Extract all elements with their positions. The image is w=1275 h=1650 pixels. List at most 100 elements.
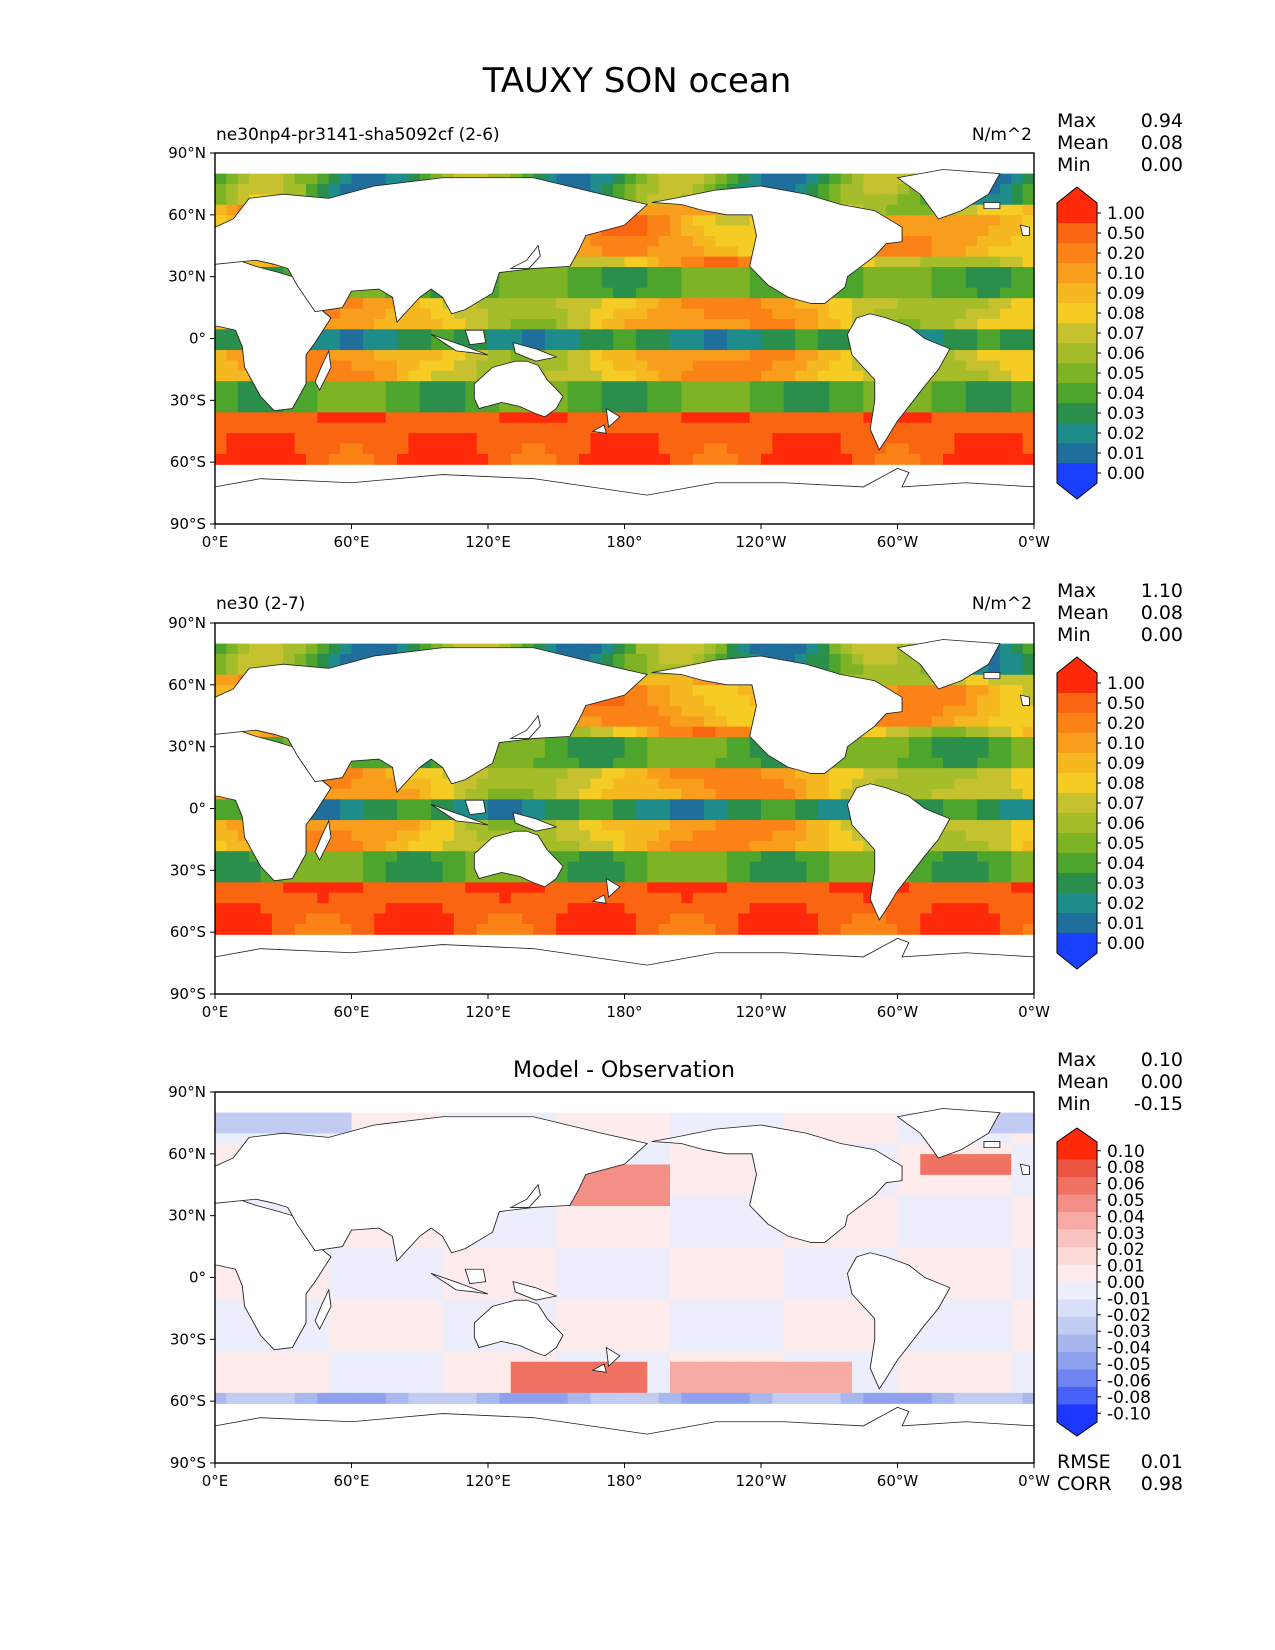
y-tick-label: 60°S <box>170 453 206 471</box>
colorbar-tick-label: 0.01 <box>1107 914 1145 934</box>
map-field <box>214 622 1035 995</box>
x-tick-label: 120°W <box>736 1003 787 1021</box>
colorbar-swatch <box>1057 933 1097 969</box>
colorbar-swatch <box>1057 363 1097 384</box>
colorbar-tick-label: 0.00 <box>1107 464 1145 484</box>
colorbar-tick-label: 0.50 <box>1107 224 1145 244</box>
colorbar-tick-label: 0.08 <box>1107 1158 1145 1178</box>
colorbar-tick-label: 0.02 <box>1107 1240 1145 1260</box>
colorbar-swatch <box>1057 853 1097 874</box>
colorbar-tick-label: -0.03 <box>1107 1322 1151 1342</box>
colorbar-tick-label: 0.09 <box>1107 754 1145 774</box>
y-tick-label: 30°N <box>168 1207 206 1225</box>
colorbar-swatch <box>1057 1404 1097 1436</box>
figure-title: TAUXY SON ocean <box>482 61 792 101</box>
panel-reference: ne30 (2-7) N/m^2 <box>214 594 1035 995</box>
x-tick-label: 120°W <box>736 533 787 551</box>
panel-difference: Model - Observation <box>214 1058 1035 1464</box>
stat-value: 0.08 <box>1141 602 1183 624</box>
y-tick-label: 90°S <box>170 1454 206 1472</box>
colorbar-swatch <box>1057 1229 1097 1248</box>
colorbar-swatch <box>1057 833 1097 854</box>
y-tick-label: 60°N <box>168 676 206 694</box>
colorbar: 1.000.500.200.100.090.080.070.060.050.04… <box>1056 186 1145 500</box>
colorbar-tick-label: 0.09 <box>1107 284 1145 304</box>
colorbar-tick-label: 0.03 <box>1107 874 1145 894</box>
colorbar-swatch <box>1057 893 1097 914</box>
colorbar-tick-label: 0.06 <box>1107 344 1145 364</box>
map-field <box>214 1091 1035 1464</box>
colorbar-swatch <box>1057 657 1097 693</box>
colorbar-swatch <box>1057 1299 1097 1318</box>
x-tick-label: 0°E <box>202 533 229 551</box>
colorbar-swatch <box>1057 1352 1097 1370</box>
colorbar-tick-label: 0.06 <box>1107 814 1145 834</box>
colorbar-swatch <box>1057 243 1097 264</box>
colorbar-swatch <box>1057 913 1097 934</box>
x-tick-label: 0°W <box>1018 1003 1050 1021</box>
colorbar-swatch <box>1057 263 1097 284</box>
colorbar-tick-label: 0.08 <box>1107 304 1145 324</box>
panel-test: ne30np4-pr3141-sha5092cf (2-6) N/m^2 <box>214 125 1035 525</box>
colorbar-swatch <box>1057 303 1097 324</box>
x-tick-label: 0°E <box>202 1003 229 1021</box>
x-tick-label: 120°E <box>465 1003 511 1021</box>
y-tick-label: 0° <box>189 800 206 818</box>
colorbar-tick-label: -0.10 <box>1107 1404 1151 1424</box>
colorbar-tick-label: 0.02 <box>1107 894 1145 914</box>
colorbar-tick-label: 0.06 <box>1107 1175 1145 1195</box>
panel-subtitle-left: ne30 (2-7) <box>216 594 305 614</box>
stat-value: 0.00 <box>1141 1071 1183 1093</box>
colorbar-tick-label: -0.01 <box>1107 1289 1151 1309</box>
x-tick-label: 60°W <box>877 1003 919 1021</box>
stat-value: 0.00 <box>1141 154 1183 176</box>
colorbar-swatch <box>1057 403 1097 424</box>
colorbar-swatch <box>1057 1334 1097 1353</box>
colorbar-swatch <box>1057 1387 1097 1405</box>
colorbar-tick-label: 0.05 <box>1107 834 1145 854</box>
stat-label: Min <box>1057 154 1091 176</box>
stat-label: Min <box>1057 624 1091 646</box>
colorbar-swatch <box>1057 1128 1097 1160</box>
colorbar-swatch <box>1057 1212 1097 1230</box>
stat-value: 1.10 <box>1141 580 1183 602</box>
x-tick-label: 60°E <box>333 533 369 551</box>
colorbar-tick-label: 0.01 <box>1107 444 1145 464</box>
stat-label: Max <box>1057 1049 1096 1071</box>
y-tick-label: 90°S <box>170 515 206 533</box>
stat-label: Max <box>1057 110 1096 132</box>
colorbar-tick-label: 0.10 <box>1107 264 1145 284</box>
colorbar-swatch <box>1057 1317 1097 1335</box>
colorbar-tick-label: 0.02 <box>1107 424 1145 444</box>
x-tick-label: 180° <box>606 1003 642 1021</box>
y-tick-label: 90°S <box>170 985 206 1003</box>
stat-value: 0.00 <box>1141 624 1183 646</box>
y-tick-label: 30°S <box>170 1330 206 1348</box>
colorbar-tick-label: 0.07 <box>1107 324 1145 344</box>
colorbar-tick-label: 0.00 <box>1107 934 1145 954</box>
colorbar-tick-label: 1.00 <box>1107 204 1145 224</box>
colorbar-tick-label: -0.08 <box>1107 1388 1151 1408</box>
colorbar-tick-label: -0.04 <box>1107 1339 1151 1359</box>
colorbar-tick-label: 0.10 <box>1107 734 1145 754</box>
panel-title: Model - Observation <box>513 1058 735 1083</box>
colorbar-tick-label: 0.04 <box>1107 1207 1145 1227</box>
colorbar-swatch <box>1057 463 1097 499</box>
colorbar-swatch <box>1057 187 1097 223</box>
colorbar-tick-label: 0.04 <box>1107 854 1145 874</box>
x-tick-label: 60°W <box>877 1472 919 1490</box>
colorbar-swatch <box>1057 1282 1097 1300</box>
colorbar-swatch <box>1057 323 1097 344</box>
stat-value: 0.08 <box>1141 132 1183 154</box>
colorbar-tick-label: 0.05 <box>1107 364 1145 384</box>
metric-label: RMSE <box>1057 1451 1111 1473</box>
colorbar-swatch <box>1057 793 1097 814</box>
colorbar-swatch <box>1057 1194 1097 1213</box>
colorbar-swatch <box>1057 223 1097 244</box>
stat-value: 0.10 <box>1141 1049 1183 1071</box>
y-tick-label: 90°N <box>168 144 206 162</box>
colorbar-swatch <box>1057 773 1097 794</box>
y-tick-label: 0° <box>189 330 206 348</box>
stat-label: Max <box>1057 580 1096 602</box>
